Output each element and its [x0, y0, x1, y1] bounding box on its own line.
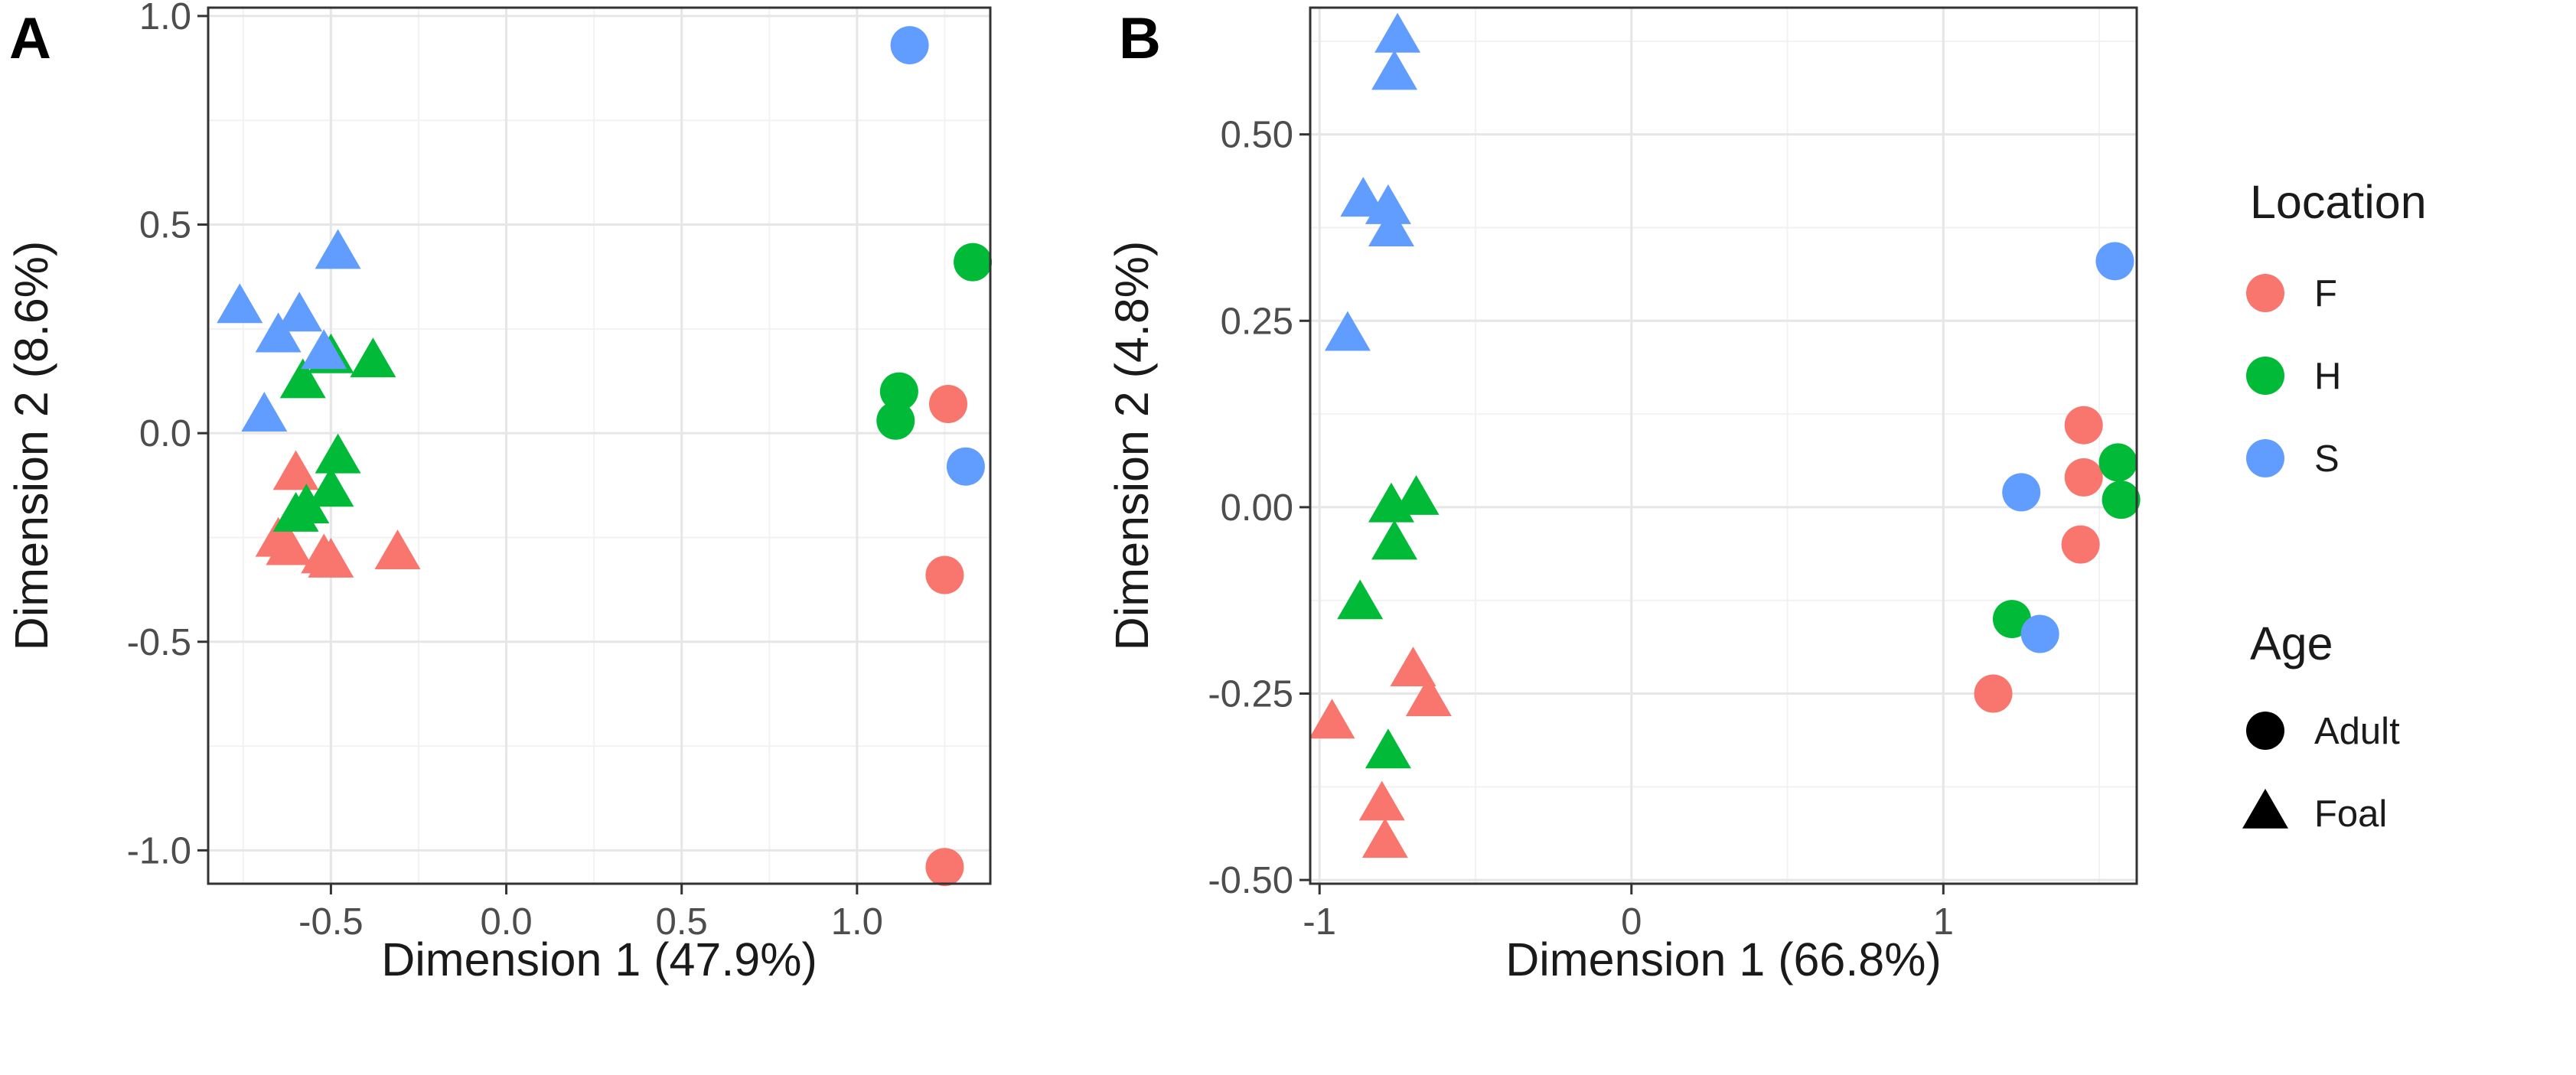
panel-a-point-s-adult — [890, 26, 929, 65]
panel-a-point-h-foal — [315, 433, 361, 474]
panel-a: A -0.5 0.0 0.5 1.0 -1.0 -0.5 0.0 0.5 1.0 Dimensi… — [5, 0, 993, 985]
panel-b-x-axis-title: Dimension 1 (66.8%) — [1505, 933, 1942, 985]
legend: Location F HS Age Adult Foal — [2242, 176, 2427, 835]
panel-b-x-tick-label: 0 — [1621, 901, 1642, 943]
panel-a-point-f-foal — [374, 529, 421, 569]
panel-b: B -1 0 1 -0.50 -0.25 0.00 0.25 0.50 Dimension 1… — [1106, 6, 2141, 985]
panel-b-point-f-adult — [1974, 674, 2013, 713]
legend-location-keys: F HS — [2246, 273, 2341, 480]
panel-a-x-tick-label: 0.0 — [480, 901, 532, 943]
panel-b-y-tick-label: 0.00 — [1221, 487, 1293, 529]
panel-a-point-h-foal — [308, 467, 354, 507]
panel-a-y-tick-label: -0.5 — [127, 622, 191, 663]
panel-b-y-tick-label: 0.50 — [1221, 115, 1293, 156]
panel-a-x-tick-label: -0.5 — [298, 901, 363, 943]
panel-b-point-h-adult — [1992, 600, 2031, 639]
panel-a-point-f-adult — [925, 555, 964, 595]
panel-b-point-f-foal — [1361, 818, 1408, 858]
panel-a-y-tick-label: -1.0 — [127, 830, 191, 871]
legend-age-label-adult: Adult — [2314, 711, 2400, 752]
panel-b-point-f-foal — [1309, 699, 1355, 739]
panel-b-y-tick-label: -0.25 — [1208, 674, 1293, 715]
panel-b-letter: B — [1119, 6, 1161, 71]
panel-b-y-axis-title: Dimension 2 (4.8%) — [1106, 241, 1158, 651]
panel-b-grid — [1310, 8, 2137, 884]
panel-b-point-s-foal — [1365, 184, 1411, 224]
legend-age-label-foal: Foal — [2314, 793, 2387, 835]
legend-location-label-f: F — [2314, 273, 2337, 314]
panel-a-letter: A — [9, 6, 51, 71]
panel-a-point-h-foal — [283, 484, 330, 524]
panel-a-point-f-adult — [929, 384, 968, 423]
panel-a-x-tick-label: 0.5 — [656, 901, 708, 943]
panel-b-point-f-foal — [1358, 780, 1405, 821]
panel-b-point-h-foal — [1365, 728, 1411, 769]
panel-b-point-s-foal — [1324, 311, 1371, 351]
legend-age-key-adult — [2246, 712, 2284, 750]
panel-a-point-h-foal — [350, 337, 396, 378]
panel-a-x-tick-label: 1.0 — [831, 901, 883, 943]
panel-a-point-s-foal — [315, 229, 361, 269]
legend-age-title: Age — [2250, 617, 2333, 669]
panel-a-point-f-foal — [272, 450, 319, 490]
panel-a-point-s-foal — [301, 329, 347, 370]
panel-a-y-tick-label: 0.0 — [139, 413, 191, 454]
panel-b-point-h-foal — [1337, 579, 1384, 620]
legend-age-key-foal — [2242, 788, 2288, 829]
legend-location-key-h — [2246, 357, 2284, 395]
panel-b-ticks: -1 0 1 -0.50 -0.25 0.00 0.25 0.50 — [1208, 115, 1954, 943]
panel-a-points — [217, 26, 993, 887]
panel-b-point-f-foal — [1405, 676, 1452, 716]
legend-location-key-f — [2246, 274, 2284, 312]
panel-b-x-tick-label: 1 — [1933, 901, 1954, 943]
panel-b-point-f-adult — [2064, 458, 2103, 497]
panel-b-point-h-foal — [1371, 520, 1418, 560]
legend-location-label-s: S — [2314, 438, 2340, 480]
panel-b-point-s-foal — [1371, 50, 1418, 90]
panel-b-point-h-foal — [1393, 474, 1440, 515]
panel-b-point-f-adult — [2061, 525, 2100, 564]
legend-location-title: Location — [2250, 176, 2427, 228]
panel-b-point-s-adult — [2002, 473, 2041, 512]
panel-a-y-axis-title: Dimension 2 (8.6%) — [5, 241, 57, 651]
panel-a-point-h-adult — [879, 372, 918, 411]
panel-b-point-h-adult — [2098, 443, 2137, 482]
legend-location-label-h: H — [2314, 356, 2341, 397]
panel-a-x-axis-title: Dimension 1 (47.9%) — [381, 933, 817, 985]
panel-b-point-f-foal — [1390, 647, 1436, 686]
panel-a-point-s-foal — [241, 392, 288, 432]
panel-b-point-f-adult — [2064, 406, 2103, 445]
panel-a-point-h-foal — [279, 358, 326, 399]
panel-b-point-s-foal — [1374, 12, 1421, 53]
panel-a-point-s-adult — [946, 447, 985, 486]
legend-location-key-s — [2246, 439, 2284, 477]
panel-b-y-tick-label: -0.50 — [1208, 860, 1293, 901]
panel-b-border — [1309, 6, 2138, 885]
panel-b-point-s-adult — [2095, 242, 2134, 281]
legend-age-keys: Adult Foal — [2242, 711, 2400, 835]
panel-b-points — [1309, 12, 2141, 858]
panel-a-y-tick-label: 1.0 — [139, 0, 191, 37]
panel-b-point-s-adult — [2020, 614, 2059, 653]
panel-b-point-s-foal — [1368, 207, 1414, 247]
panel-b-point-h-adult — [2102, 480, 2141, 520]
panel-a-y-tick-label: 0.5 — [139, 205, 191, 246]
panel-a-point-f-foal — [301, 533, 347, 574]
panel-b-x-tick-label: -1 — [1303, 901, 1336, 943]
panel-a-grid — [208, 8, 990, 884]
panel-a-point-h-adult — [954, 243, 993, 282]
panel-b-y-tick-label: 0.25 — [1221, 301, 1293, 342]
panel-a-point-s-foal — [217, 283, 263, 324]
panel-a-point-f-adult — [925, 848, 964, 887]
panel-a-point-h-adult — [876, 401, 915, 440]
panel-b-point-s-foal — [1340, 177, 1387, 217]
panel-a-border — [207, 6, 992, 885]
panel-a-point-s-foal — [255, 312, 302, 353]
panel-a-point-f-foal — [266, 525, 312, 565]
panel-a-point-s-foal — [276, 292, 323, 332]
panel-a-ticks: -0.5 0.0 0.5 1.0 -1.0 -0.5 0.0 0.5 1.0 — [127, 0, 883, 943]
